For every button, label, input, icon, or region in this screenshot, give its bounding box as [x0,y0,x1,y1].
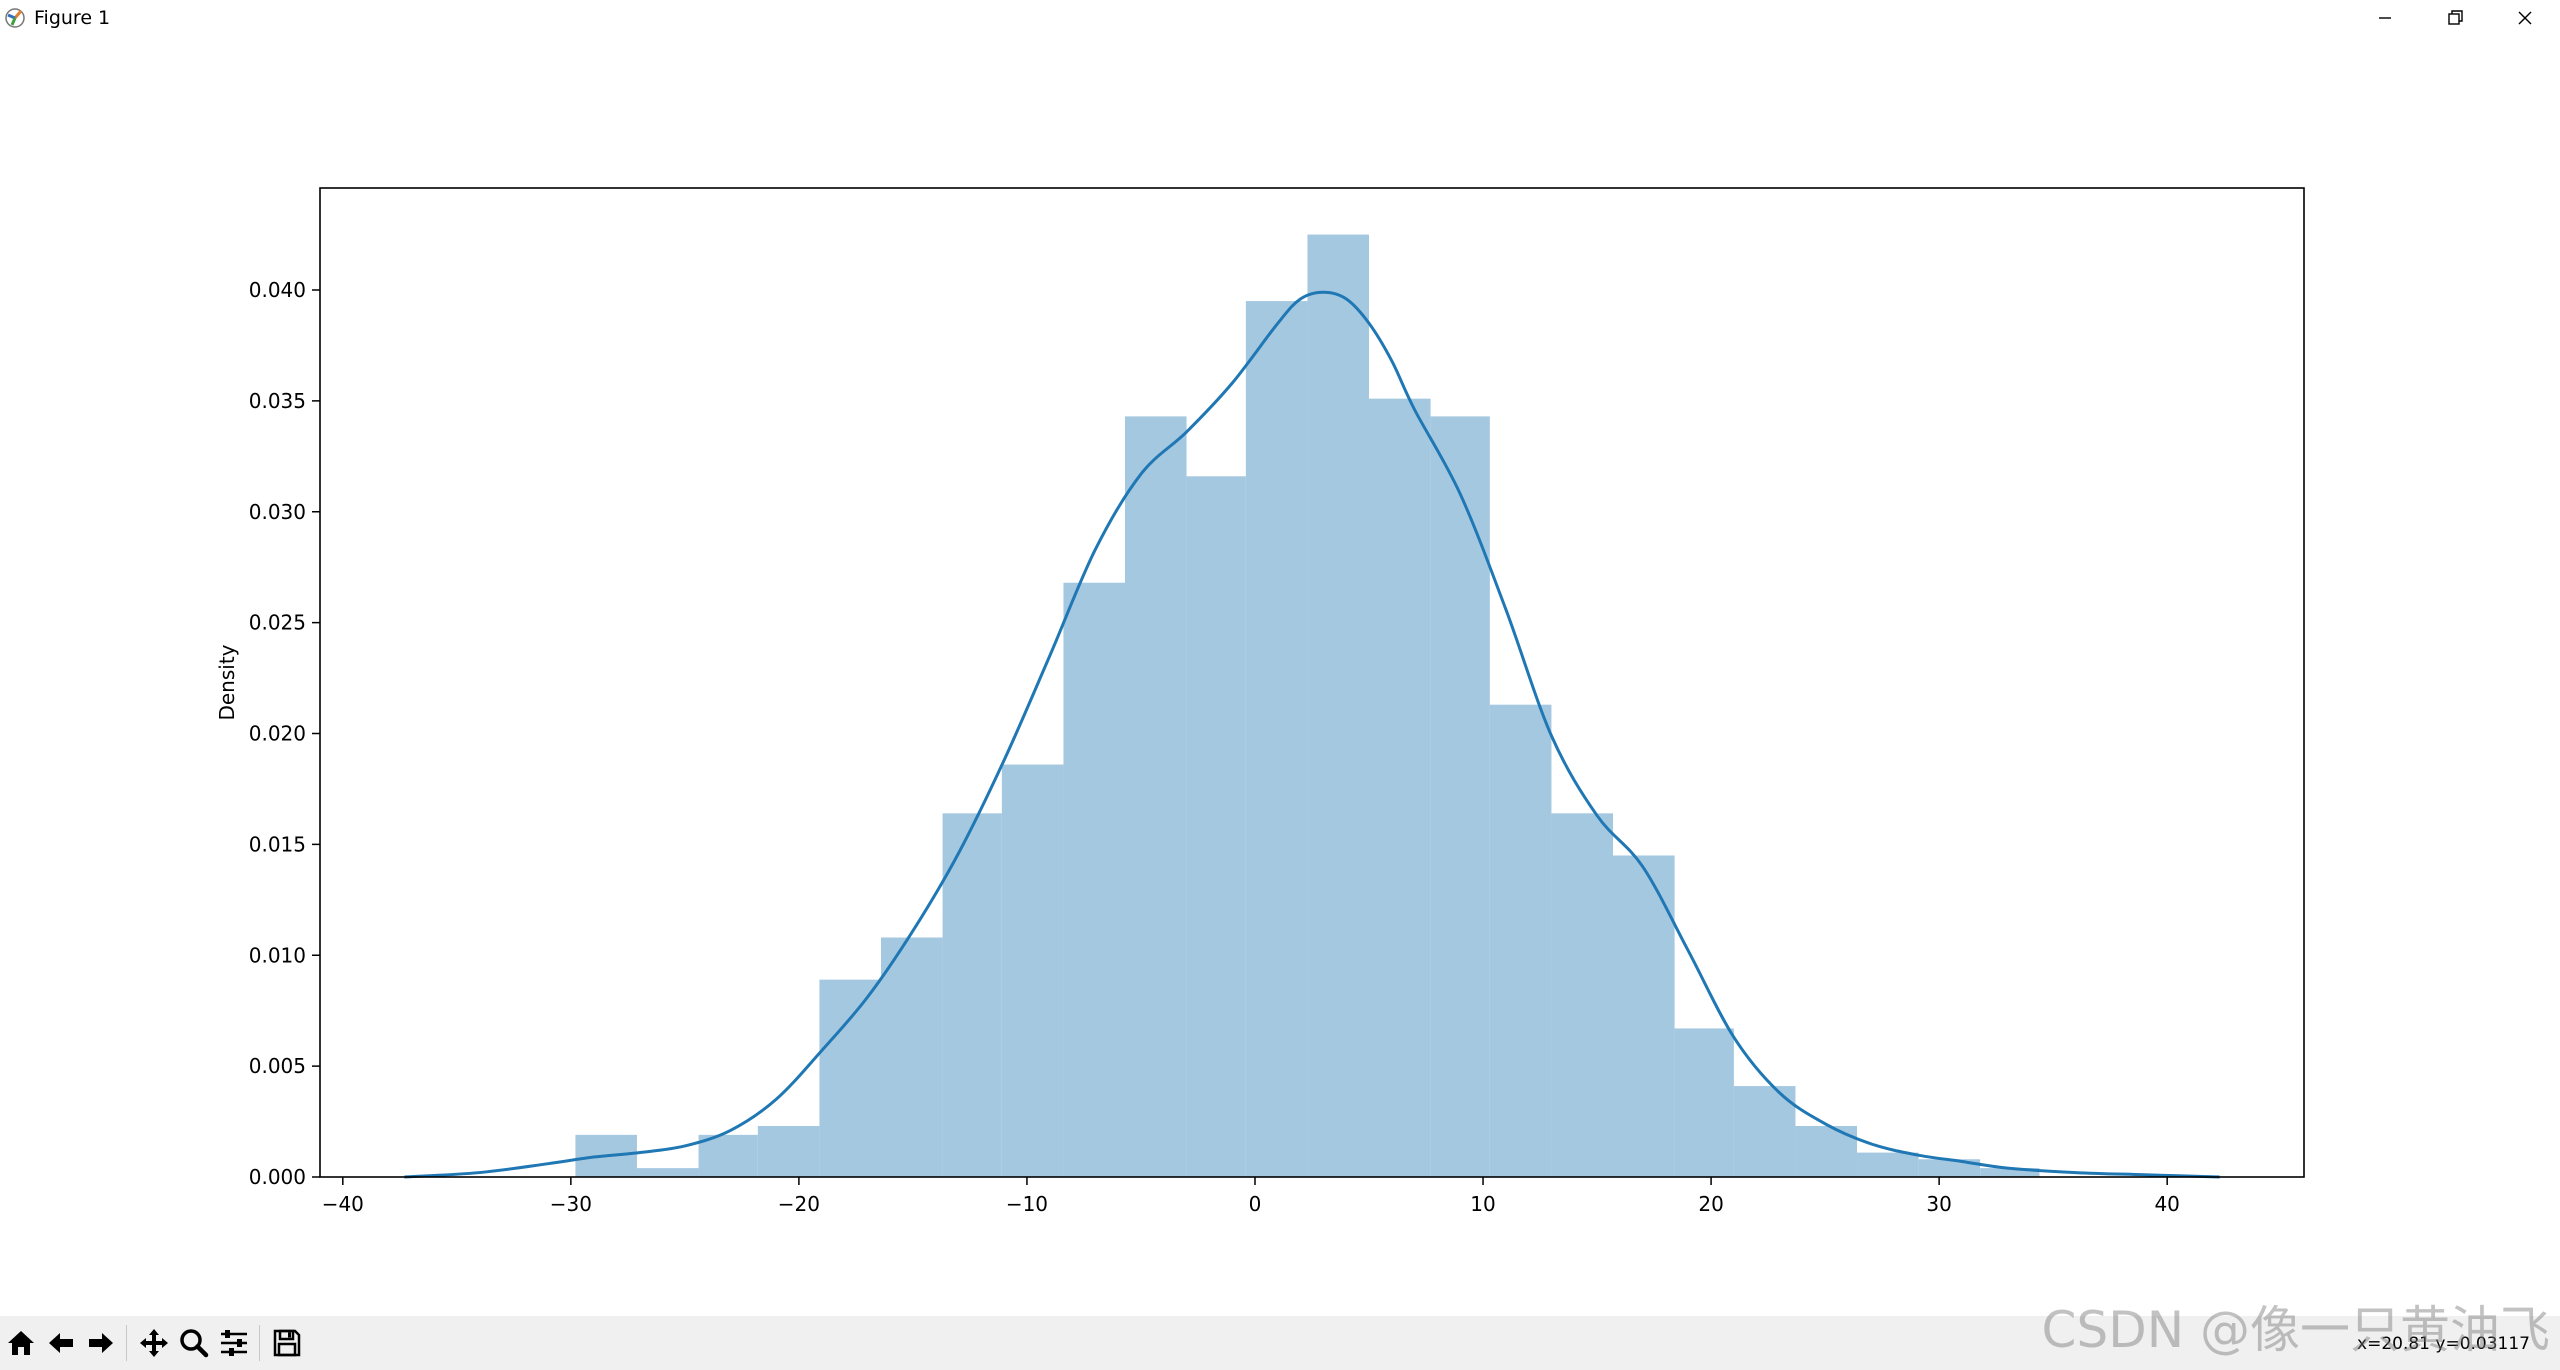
histogram-bars [575,234,2040,1177]
x-tick-label: −10 [1006,1192,1048,1216]
histogram-bar [698,1134,758,1177]
window-controls [2350,0,2560,36]
forward-icon [89,1333,113,1353]
histogram-bar [1733,1086,1796,1177]
y-tick-label: 0.020 [249,722,306,746]
minimize-button[interactable] [2350,0,2420,36]
configure-icon [221,1330,247,1356]
pan-icon [140,1329,168,1357]
histogram-bar [1551,813,1614,1177]
save-button[interactable] [268,1323,306,1363]
histogram-bar [1125,416,1187,1177]
histogram-bar [1857,1152,1919,1177]
histogram-bar [819,979,881,1177]
home-button[interactable] [2,1323,40,1363]
close-button[interactable] [2490,0,2560,36]
pan-button[interactable] [135,1323,173,1363]
x-tick-label: 40 [2154,1192,2179,1216]
y-axis: 0.000 0.005 0.010 0.015 0.020 0.025 0.030 0.035… [249,278,320,1189]
matplotlib-logo-icon [5,8,25,28]
y-tick-label: 0.040 [249,278,306,302]
y-tick-label: 0.000 [249,1165,306,1189]
axes-frame [319,187,2305,1178]
back-button[interactable] [42,1323,80,1363]
histogram-bar [1980,1168,2040,1177]
histogram-bar [1245,301,1308,1177]
x-tick-label: 20 [1698,1192,1723,1216]
y-tick-label: 0.025 [249,611,306,635]
toolbar-separator [259,1325,260,1361]
y-tick-label: 0.015 [249,832,306,856]
histogram-bar [757,1125,820,1177]
distribution-chart: −40 −30 −20 −10 0 10 20 30 40 0.0000.0050.0100.0… [215,187,2305,1216]
histogram-bar [1430,416,1490,1177]
x-tick-label: −40 [322,1192,364,1216]
histogram-bar [1001,764,1064,1177]
histogram-bar [1613,855,1675,1177]
histogram-bar [1186,476,1246,1177]
minimize-icon [2379,17,2391,19]
x-tick-label: 10 [1470,1192,1495,1216]
y-tick-label: 0.005 [249,1054,306,1078]
kde-curve [404,290,2220,1179]
zoom-icon [180,1329,209,1358]
configure-subplots-button[interactable] [215,1323,253,1363]
close-icon [2518,11,2532,25]
histogram-bar [1063,582,1126,1177]
x-tick-label: −30 [550,1192,592,1216]
histogram-bar [636,1168,699,1177]
y-tick-label: 0.010 [249,943,306,967]
restore-button[interactable] [2420,0,2490,36]
histogram-bar [1369,398,1431,1177]
zoom-button[interactable] [175,1323,213,1363]
navigation-toolbar: x=20.81 y=0.03117 [0,1316,2560,1370]
home-icon [8,1331,34,1355]
x-tick-label: −20 [778,1192,820,1216]
histogram-bar [880,937,943,1177]
restore-icon [2448,10,2463,25]
toolbar-separator [126,1325,127,1361]
cursor-coordinates: x=20.81 y=0.03117 [2357,1334,2530,1354]
histogram-bar [1918,1159,1981,1177]
watermark-text: CSDN @像一只黄油飞 [2041,1301,2550,1359]
x-tick-label: 0 [1249,1192,1262,1216]
histogram-bar [942,813,1002,1177]
histogram-bar [1489,704,1552,1177]
window-titlebar: Figure 1 [0,0,2560,36]
y-tick-label: 0.035 [249,389,306,413]
back-icon [49,1333,73,1353]
forward-button[interactable] [82,1323,120,1363]
save-icon [273,1329,301,1357]
histogram-bar [1674,1028,1734,1177]
histogram-bar [1307,234,1370,1177]
x-tick-label: 30 [1926,1192,1951,1216]
y-axis-label: Density [215,644,239,720]
figure-canvas[interactable]: −40 −30 −20 −10 0 10 20 30 40 0.000 0.005 0.010 0.0… [0,36,2560,1316]
y-tick-label: 0.030 [249,500,306,524]
x-axis: −40 −30 −20 −10 0 10 20 30 40 [322,1177,2180,1216]
window-title: Figure 1 [34,7,111,29]
